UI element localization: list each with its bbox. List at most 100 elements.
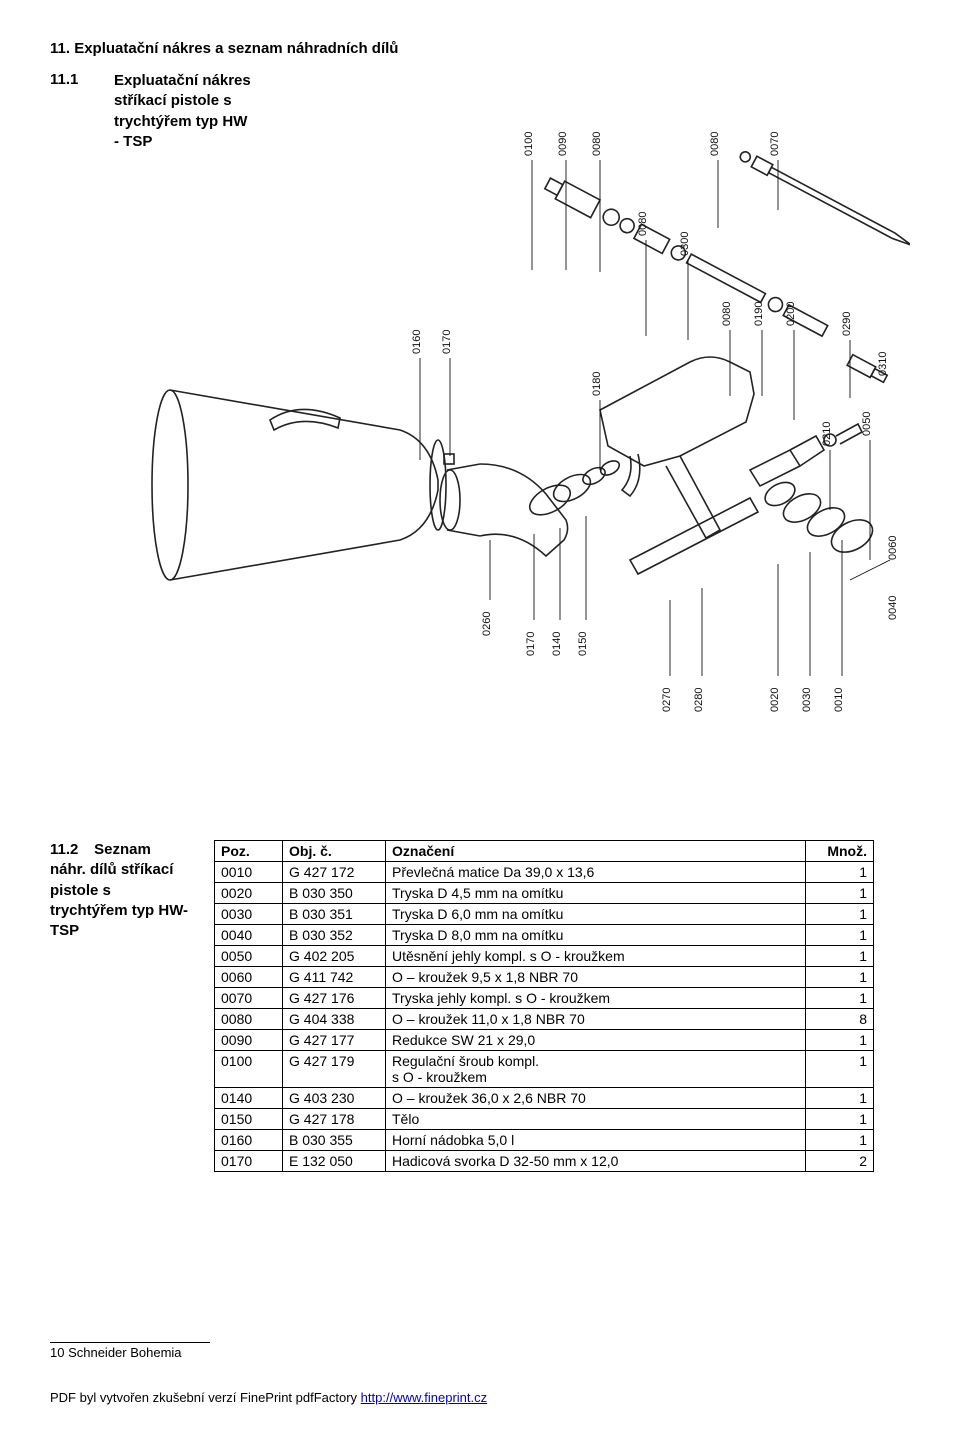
cell-poz: 0070 (215, 988, 283, 1009)
cell-poz: 0160 (215, 1130, 283, 1151)
svg-text:0080: 0080 (591, 132, 603, 156)
cell-poz: 0010 (215, 862, 283, 883)
cell-obj: B 030 350 (283, 883, 386, 904)
cell-mnoz: 1 (806, 1130, 874, 1151)
cell-mnoz: 2 (806, 1151, 874, 1172)
table-row: 0150G 427 178Tělo1 (215, 1109, 874, 1130)
diagram-coupling (525, 458, 622, 521)
table-row: 0170E 132 050Hadicová svorka D 32-50 mm … (215, 1151, 874, 1172)
table-row: 0030B 030 351Tryska D 6,0 mm na omítku1 (215, 904, 874, 925)
diagram-needle (738, 149, 910, 250)
diagram-air-valve (750, 424, 862, 486)
svg-text:0280: 0280 (693, 688, 705, 712)
pdf-footer-text: PDF byl vytvořen zkušební verzí FinePrin… (50, 1390, 361, 1405)
pdf-footer: PDF byl vytvořen zkušební verzí FinePrin… (50, 1390, 910, 1405)
col-ozn: Označení (386, 841, 806, 862)
cell-ozn: Tryska D 8,0 mm na omítku (386, 925, 806, 946)
svg-text:0310: 0310 (877, 352, 889, 376)
svg-text:0070: 0070 (769, 132, 781, 156)
svg-text:0060: 0060 (887, 536, 899, 560)
cell-obj: G 402 205 (283, 946, 386, 967)
svg-text:0210: 0210 (821, 422, 833, 446)
cell-mnoz: 1 (806, 883, 874, 904)
svg-text:0200: 0200 (785, 302, 797, 326)
exploded-diagram: 0100 0090 0080 0080 0070 0080 0300 0080 … (50, 160, 910, 820)
table-row: 0040B 030 352Tryska D 8,0 mm na omítku1 (215, 925, 874, 946)
cell-poz: 0090 (215, 1030, 283, 1051)
cell-mnoz: 1 (806, 925, 874, 946)
cell-obj: B 030 351 (283, 904, 386, 925)
cell-poz: 0100 (215, 1051, 283, 1088)
diagram-callouts: 0100 0090 0080 0080 0070 0080 0300 0080 … (411, 132, 899, 712)
table-row: 0050G 402 205Utěsnění jehly kompl. s O -… (215, 946, 874, 967)
table-row: 0010G 427 172Převlečná matice Da 39,0 x … (215, 862, 874, 883)
cell-mnoz: 1 (806, 1030, 874, 1051)
cell-obj: E 132 050 (283, 1151, 386, 1172)
cell-ozn: Redukce SW 21 x 29,0 (386, 1030, 806, 1051)
table-row: 0160B 030 355Horní nádobka 5,0 l1 (215, 1130, 874, 1151)
table-header-row: Poz. Obj. č. Označení Množ. (215, 841, 874, 862)
svg-text:0180: 0180 (591, 372, 603, 396)
cell-ozn: O – kroužek 11,0 x 1,8 NBR 70 (386, 1009, 806, 1030)
table-row: 0080G 404 338O – kroužek 11,0 x 1,8 NBR … (215, 1009, 874, 1030)
svg-text:0260: 0260 (481, 612, 493, 636)
svg-text:0150: 0150 (577, 632, 589, 656)
svg-text:0160: 0160 (411, 330, 423, 354)
table-row: 0090G 427 177Redukce SW 21 x 29,01 (215, 1030, 874, 1051)
svg-text:0020: 0020 (769, 688, 781, 712)
cell-mnoz: 1 (806, 862, 874, 883)
table-row: 0100G 427 179Regulační šroub kompl.s O -… (215, 1051, 874, 1088)
diagram-tube (630, 478, 878, 574)
table-row: 0060G 411 742O – kroužek 9,5 x 1,8 NBR 7… (215, 967, 874, 988)
cell-obj: G 427 178 (283, 1109, 386, 1130)
cell-ozn: Tělo (386, 1109, 806, 1130)
svg-text:0140: 0140 (551, 632, 563, 656)
cell-mnoz: 1 (806, 988, 874, 1009)
cell-poz: 0030 (215, 904, 283, 925)
cell-mnoz: 1 (806, 1051, 874, 1088)
parts-table: Poz. Obj. č. Označení Množ. 0010G 427 17… (214, 840, 874, 1172)
cell-poz: 0050 (215, 946, 283, 967)
table-row: 0140G 403 230O – kroužek 36,0 x 2,6 NBR … (215, 1088, 874, 1109)
cell-obj: G 403 230 (283, 1088, 386, 1109)
cell-ozn: Převlečná matice Da 39,0 x 13,6 (386, 862, 806, 883)
cell-ozn: Tryska D 4,5 mm na omítku (386, 883, 806, 904)
cell-mnoz: 8 (806, 1009, 874, 1030)
cell-obj: G 411 742 (283, 967, 386, 988)
cell-ozn: O – kroužek 36,0 x 2,6 NBR 70 (386, 1088, 806, 1109)
svg-text:0050: 0050 (861, 412, 873, 436)
svg-text:0030: 0030 (801, 688, 813, 712)
cell-ozn: Regulační šroub kompl.s O - kroužkem (386, 1051, 806, 1088)
cell-mnoz: 1 (806, 1088, 874, 1109)
col-obj: Obj. č. (283, 841, 386, 862)
cell-poz: 0060 (215, 967, 283, 988)
cell-poz: 0020 (215, 883, 283, 904)
footer-divider (50, 1342, 210, 1343)
svg-text:0170: 0170 (441, 330, 453, 354)
cell-obj: G 427 176 (283, 988, 386, 1009)
cell-ozn: Horní nádobka 5,0 l (386, 1130, 806, 1151)
cell-ozn: Utěsnění jehly kompl. s O - kroužkem (386, 946, 806, 967)
cell-ozn: Tryska jehly kompl. s O - kroužkem (386, 988, 806, 1009)
svg-text:0080: 0080 (637, 212, 649, 236)
diagram-pistol-body (600, 357, 754, 538)
cell-obj: G 427 179 (283, 1051, 386, 1088)
cell-mnoz: 1 (806, 1109, 874, 1130)
cell-obj: G 404 338 (283, 1009, 386, 1030)
svg-text:0080: 0080 (721, 302, 733, 326)
svg-text:0170: 0170 (525, 632, 537, 656)
cell-poz: 0140 (215, 1088, 283, 1109)
col-poz: Poz. (215, 841, 283, 862)
heading-11-1-num: 11.1 (50, 71, 90, 152)
diagram-funnel (152, 390, 446, 580)
table-row: 0070G 427 176Tryska jehly kompl. s O - k… (215, 988, 874, 1009)
cell-mnoz: 1 (806, 904, 874, 925)
footer-text: 10 Schneider Bohemia (50, 1345, 910, 1360)
pdf-footer-link[interactable]: http://www.fineprint.cz (361, 1390, 487, 1405)
svg-text:0290: 0290 (841, 312, 853, 336)
svg-text:0100: 0100 (523, 132, 535, 156)
svg-text:0080: 0080 (709, 132, 721, 156)
cell-obj: B 030 355 (283, 1130, 386, 1151)
svg-text:0190: 0190 (753, 302, 765, 326)
svg-text:0270: 0270 (661, 688, 673, 712)
